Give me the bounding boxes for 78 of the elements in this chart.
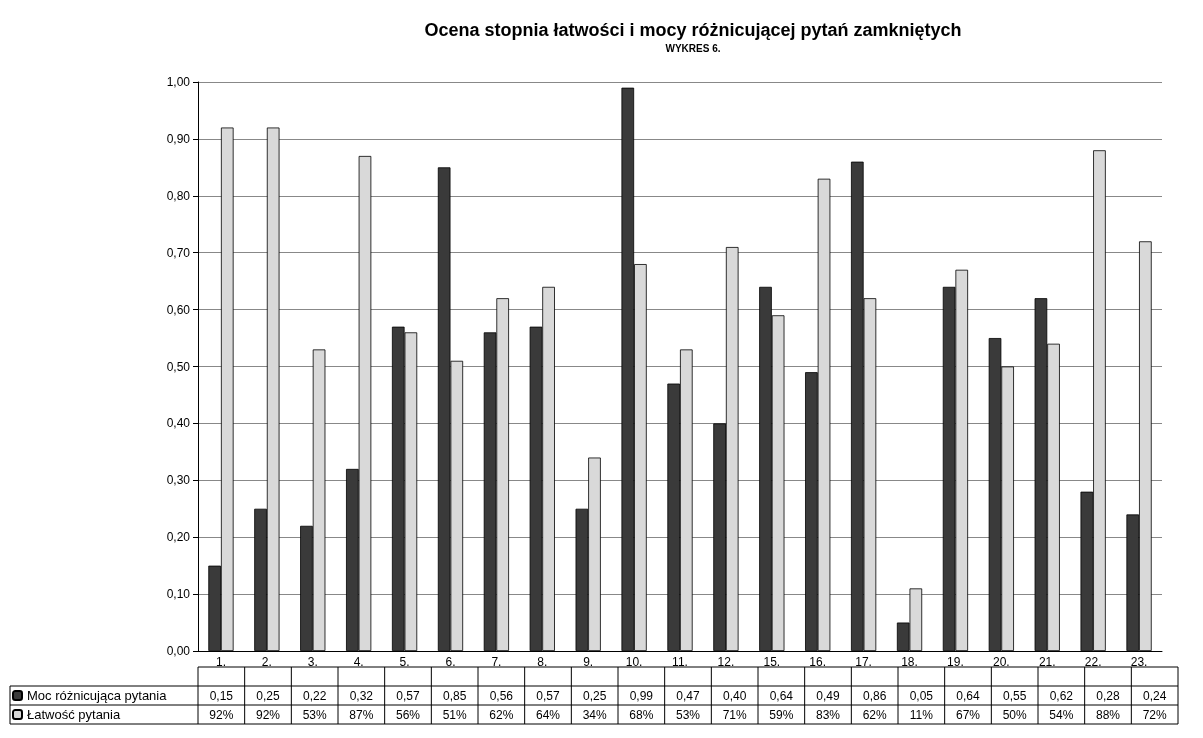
data-label: 71% [722,707,747,722]
x-tick-label: 19. [947,655,964,669]
data-label: 0,62 [1049,688,1074,703]
data-label: 72% [1142,707,1167,722]
data-label: 0,05 [909,688,934,703]
y-tick-label: 0,00 [166,644,191,658]
data-label: 0,64 [769,688,794,703]
data-label: 56% [395,707,421,722]
legend-label: Moc różnicująca pytania [27,688,168,703]
data-label: 0,86 [862,688,887,703]
data-label: 0,49 [816,688,840,703]
data-label: 0,47 [676,688,700,703]
x-tick-label: 4. [353,655,364,669]
y-tick-label: 0,10 [166,587,191,602]
data-label: 34% [582,707,607,722]
data-label: 0,99 [629,688,654,703]
x-tick-label: 17. [855,655,872,669]
y-tick-label: 0,50 [166,359,191,374]
data-label: 0,55 [1002,688,1027,703]
data-label: 0,25 [256,688,280,703]
data-label: 53% [675,707,701,722]
y-tick-label: 0,20 [166,530,191,545]
data-label: 54% [1049,707,1074,722]
data-label: 92% [209,707,234,722]
x-tick-label: 9. [583,655,594,669]
data-label: 0,22 [302,688,327,703]
x-tick-label: 20. [992,655,1010,669]
data-label: 0,85 [442,688,467,703]
data-label: 68% [629,707,654,722]
data-label: 64% [535,707,561,722]
data-label: 0,24 [1142,688,1167,703]
y-tick-label: 0,80 [166,188,191,203]
data-label: 11% [909,707,934,722]
x-tick-label: 16. [809,655,827,669]
y-tick-label: 0,70 [166,245,191,260]
data-label: 0,56 [489,688,514,703]
x-tick-label: 10. [625,655,643,669]
x-tick-label: 7. [491,655,502,669]
data-label: 83% [815,707,841,722]
x-tick-label: 5. [399,655,410,669]
data-label: 51% [442,707,467,722]
data-label: 59% [769,707,794,722]
data-label: 88% [1095,707,1121,722]
data-label: 53% [302,707,327,722]
y-tick-label: 0,60 [166,302,191,317]
chart-subtitle: WYKRES 6. [665,42,721,54]
data-label: 0,15 [209,688,234,703]
x-tick-label: 11. [672,655,688,669]
y-tick-label: 0,30 [166,473,191,488]
data-label: 62% [489,707,514,722]
legend-label: Łatwość pytania [27,707,121,722]
x-tick-label: 21. [1038,655,1056,669]
x-tick-label: 23. [1130,655,1148,669]
data-label: 0,64 [956,688,980,703]
data-label: 50% [1002,707,1027,722]
data-label: 0,32 [349,688,374,703]
x-tick-label: 2. [261,655,272,669]
x-tick-label: 18. [901,655,918,669]
x-tick-label: 12. [717,655,735,669]
x-tick-label: 1. [215,655,226,669]
data-label: 0,28 [1096,688,1120,703]
data-label: 87% [349,707,374,722]
data-label: 0,57 [396,688,420,703]
y-tick-label: 1,00 [166,75,191,89]
data-label: 62% [862,707,887,722]
data-label: 0,40 [722,688,747,703]
data-label: 92% [255,707,281,722]
x-tick-label: 15. [763,655,781,669]
x-tick-label: 22. [1084,655,1102,669]
data-label: 0,57 [536,688,560,703]
y-tick-label: 0,40 [166,416,191,431]
x-tick-label: 6. [445,655,456,669]
data-label: 0,25 [582,688,607,703]
x-tick-label: 3. [307,655,318,669]
data-label: 67% [955,707,981,722]
x-tick-label: 8. [537,655,548,669]
chart-title: Ocena stopnia łatwości i mocy różnicującej pytań zamkniętych [424,20,962,40]
y-tick-label: 0,90 [166,131,191,146]
